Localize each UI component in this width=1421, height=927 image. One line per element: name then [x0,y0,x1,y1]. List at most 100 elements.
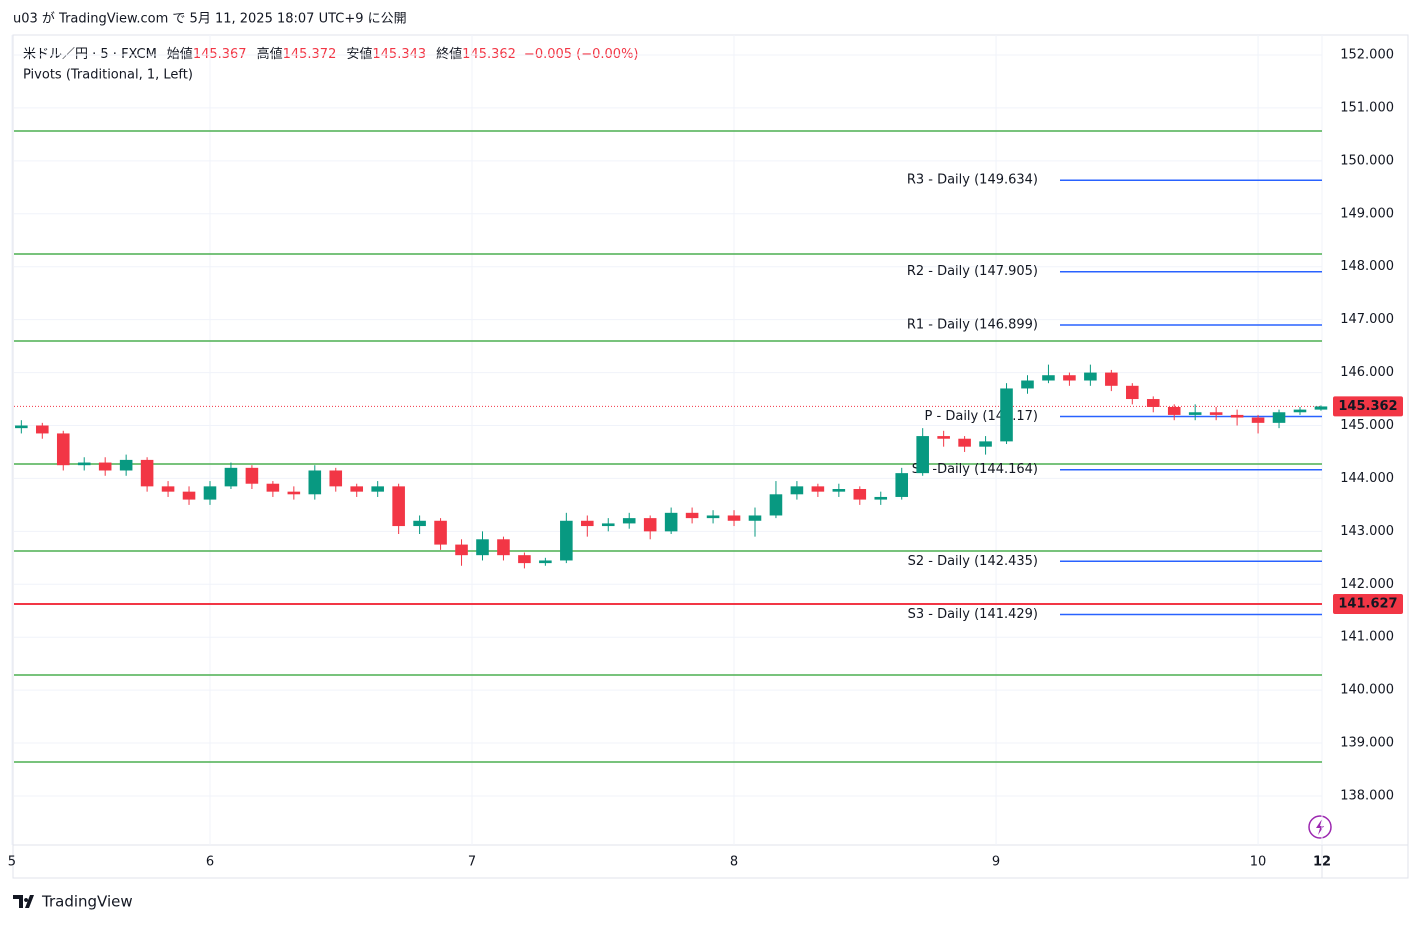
ohlc-label: 安値 [346,46,372,62]
last-price-box [1333,396,1403,417]
candle-body [979,441,992,447]
change: −0.005 (−0.00%) [524,47,639,62]
candle-body [853,489,867,500]
y-tick-label: 146.000 [1340,365,1394,380]
ohlc-value: 145.343 [372,47,426,62]
pivot-label: R3 - Daily (149.634) [907,173,1038,188]
pivot-label: P - Daily (145.17) [925,409,1038,424]
chart-frame [12,34,1409,879]
candle-body [287,491,301,495]
candle-body [664,512,678,532]
x-tick-label: 8 [730,855,738,870]
candle-body [1063,375,1076,381]
candle-body [497,539,510,556]
marker-price-box [1333,594,1403,615]
candle-body [36,425,49,434]
candle-body [518,555,531,564]
candle-body [1021,380,1034,389]
x-tick-label: 6 [206,855,214,870]
x-tick-label: 7 [468,855,476,870]
footer-brand: TradingView [41,893,133,911]
y-tick-label: 139.000 [1340,736,1394,751]
x-tick-label: 10 [1250,855,1267,870]
candle-body [560,520,573,561]
candle-body [643,518,657,532]
candle-body [329,470,343,487]
y-tick-label: 145.000 [1340,418,1394,433]
candle-body [706,515,720,519]
candle-body [77,462,91,466]
candle-body [140,459,154,487]
candle-body [539,560,552,564]
candle-body [1293,409,1307,413]
legend-text: 米ドル／円 · 5 · FXCM 始値145.367 高値145.372 安値145.… [23,46,639,62]
pivot-label: S1 -Daily (144.164) [912,462,1038,477]
candle-body [958,438,971,447]
candle-body [685,512,699,519]
y-tick-label: 138.000 [1340,788,1394,803]
candle-body [56,433,70,466]
candle-body [581,520,594,527]
candle-body [832,489,846,492]
candle-body [1209,412,1223,415]
candle-body [727,515,741,521]
candle-body [790,486,804,495]
published-note: u03 が TradingView.com で 5月 11, 2025 18:0… [13,12,407,27]
candle-body [874,496,888,500]
candle-body [1146,399,1160,407]
candle-body [937,436,950,439]
candle-body [1230,414,1244,418]
candle-body [1167,406,1181,415]
candle-body [371,486,384,492]
candle-body [161,486,175,492]
x-tick-label: 9 [992,855,1000,870]
ohlc-label: 始値 [167,46,193,62]
candle-body [224,467,238,487]
candle-body [98,462,112,471]
candle-body [1126,385,1139,400]
ohlc-label: 終値 [436,46,462,62]
candle-body [601,523,615,527]
logo-mark [13,895,34,908]
candle-body [1188,412,1202,415]
candle-body [1000,388,1013,442]
candle-body [350,486,364,492]
y-tick-label: 152.000 [1340,48,1394,63]
candle-body [916,436,929,474]
ohlc-value: 145.367 [193,47,247,62]
marker-price-label: 141.627 [1338,597,1397,612]
last-price-label: 145.362 [1338,399,1397,414]
pivot-label: R1 - Daily (146.899) [907,317,1038,332]
y-tick-label: 143.000 [1340,524,1394,539]
y-tick-label: 150.000 [1340,153,1394,168]
y-tick-label: 149.000 [1340,206,1394,221]
candle-body [119,459,133,471]
candle-body [203,486,217,500]
power-bolt[interactable] [1316,819,1324,835]
y-tick-label: 141.000 [1340,630,1394,645]
y-tick-label: 151.000 [1340,100,1394,115]
candle-body [1272,412,1286,423]
candle-body [748,515,762,521]
power-icon[interactable] [1308,815,1332,839]
candle-body [308,470,322,495]
candle-body [413,520,426,527]
footer-logo [13,895,34,908]
candle-body [895,473,909,497]
pivot-label: S2 - Daily (142.435) [908,554,1038,569]
x-tick-label: 12 [1313,855,1331,870]
pivot-label: S3 - Daily (141.429) [908,607,1038,622]
indicator-label: Pivots (Traditional, 1, Left) [23,68,193,83]
candle-body [622,518,636,524]
legend: 米ドル／円 · 5 · FXCM 始値145.367 高値145.372 安値145.… [23,46,639,62]
candle-body [15,425,28,429]
candle-body [266,483,280,492]
power-circle[interactable] [1308,815,1332,839]
candle-body [476,539,489,556]
y-tick-label: 144.000 [1340,471,1394,486]
ohlc-label: 高値 [257,46,283,62]
symbol: 米ドル／円 · 5 · FXCM [23,47,157,62]
candle-body [1251,417,1265,423]
